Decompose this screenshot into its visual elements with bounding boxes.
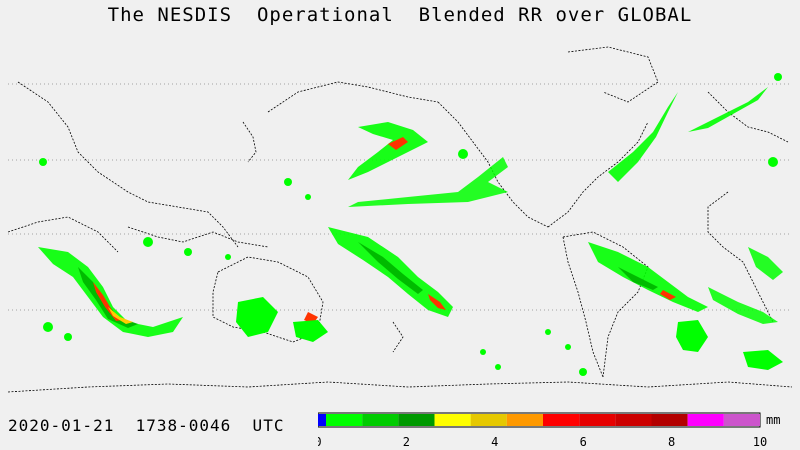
coast-south-america-west (562, 236, 604, 378)
colorbar-ticks: 0 2 4 6 8 10 (318, 435, 767, 449)
rain-cell (768, 157, 778, 167)
coast-japan (242, 121, 257, 163)
coast-europe (707, 91, 789, 143)
rain-band-itcz (348, 157, 508, 207)
coast-east-asia (17, 81, 239, 248)
colorbar-tick-label: 10 (753, 435, 767, 449)
timestamp-label: 2020-01-21 1738-0046 UTC (8, 416, 285, 435)
latitude-gridlines (8, 83, 792, 311)
rain-core-spcz (358, 242, 423, 294)
rain-core-south-america (618, 267, 658, 290)
rain-band-south-america (588, 242, 708, 312)
rain-rate-colorbar: 0 2 4 6 8 10 (318, 412, 767, 449)
colorbar-tick-label: 8 (668, 435, 675, 449)
colorbar-cells (318, 414, 760, 426)
rain-cell (774, 73, 782, 81)
coast-alaska (267, 81, 439, 113)
rain-band-north-pacific (348, 122, 428, 180)
scattered-rain-cells (39, 73, 782, 376)
coast-south-asia (8, 216, 119, 253)
rain-heavy-spcz (428, 294, 446, 310)
rain-band-far-north-atlantic (688, 87, 768, 132)
colorbar-cell (398, 414, 435, 426)
colorbar-cell (470, 414, 507, 426)
rain-heavy-north-pacific (388, 137, 408, 150)
rain-cell (43, 322, 53, 332)
coast-north-america-east (547, 121, 649, 228)
coastlines (8, 46, 792, 393)
colorbar-tick-label: 0 (318, 435, 322, 449)
rain-cell (458, 149, 468, 159)
rain-band-indian-ocean (38, 247, 183, 337)
rain-band-north-atlantic (608, 92, 678, 182)
rain-cell (143, 237, 153, 247)
colorbar-cell (615, 414, 652, 426)
coast-indonesia (127, 226, 269, 248)
colorbar-cell (434, 414, 471, 426)
rain-cluster-australia-south (236, 297, 278, 337)
rain-band-africa (748, 247, 783, 280)
coast-africa-west (707, 191, 774, 323)
colorbar-tick-label: 6 (580, 435, 587, 449)
colorbar-cell (318, 414, 326, 426)
colorbar-cell (723, 414, 760, 426)
colorbar-cell (362, 414, 399, 426)
colorbar-cell (326, 414, 363, 426)
rain-cell (495, 364, 501, 370)
coast-new-zealand (392, 321, 404, 353)
rain-cell (305, 194, 311, 200)
rain-cell (64, 333, 72, 341)
rain-cell (545, 329, 551, 335)
rain-cell (284, 178, 292, 186)
rain-cell (39, 158, 47, 166)
colorbar-cell (687, 414, 724, 426)
rain-band-south-atlantic (708, 287, 778, 324)
map-title: The NESDIS Operational Blended RR over G… (107, 4, 693, 26)
rain-cell (579, 368, 587, 376)
colorbar-tick-label: 2 (403, 435, 410, 449)
colorbar-cell (506, 414, 543, 426)
coast-antarctica (8, 381, 792, 393)
rain-cluster-tasman (293, 320, 328, 342)
rain-heavy-south-america (660, 290, 676, 300)
rain-cell (184, 248, 192, 256)
colorbar-cell (543, 414, 580, 426)
rain-heavy-indian-ocean (93, 282, 123, 321)
rain-cluster-antarctic-fringe (743, 350, 783, 370)
colorbar-unit: mm (766, 413, 781, 427)
rain-cell (565, 344, 571, 350)
rain-cell (480, 349, 486, 355)
colorbar-tick-label: 4 (491, 435, 498, 449)
rain-cell (225, 254, 231, 260)
coast-north-america-west (437, 101, 549, 228)
coast-greenland (567, 46, 659, 103)
precipitation (38, 73, 783, 376)
colorbar-cell (579, 414, 616, 426)
rain-moderate-indian-ocean (108, 307, 133, 324)
colorbar-cell (651, 414, 688, 426)
rain-core-indian-ocean (78, 267, 138, 328)
global-rain-rate-map (8, 46, 792, 393)
rain-cluster-southern-indian (676, 320, 708, 352)
